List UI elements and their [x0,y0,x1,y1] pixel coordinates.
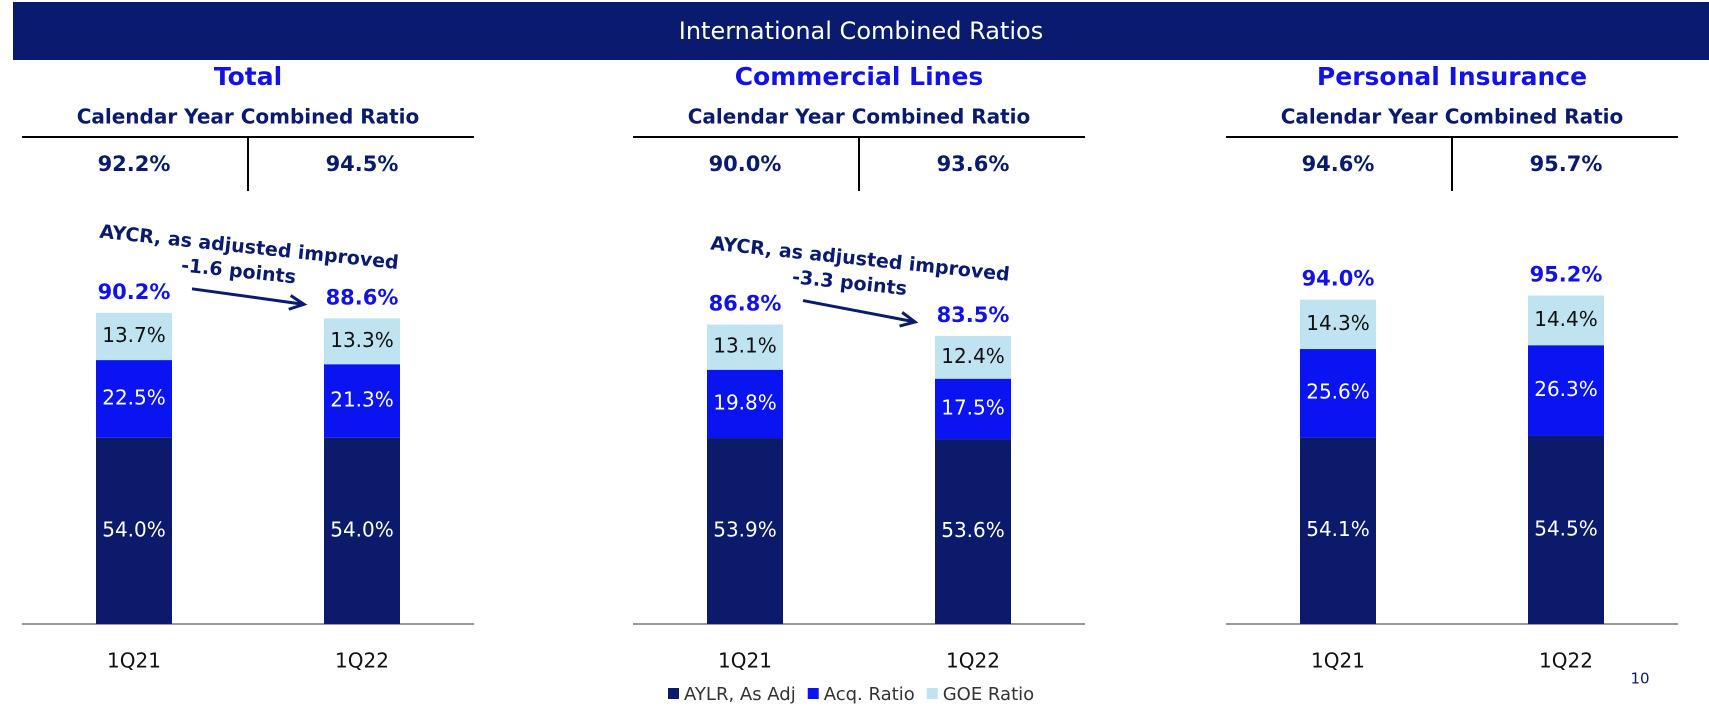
value-label: 21.3% [330,387,394,411]
bar-segment [1300,299,1376,350]
total-label: 95.2% [1530,263,1603,287]
legend-label: GOE Ratio [943,684,1034,705]
legend-swatch [668,688,679,699]
value-label: 14.3% [1306,311,1370,335]
value-label: 53.9% [713,518,777,542]
bar-segment [1300,437,1376,624]
bar-segment [324,318,400,365]
bar-segment [96,360,172,438]
chart-subtitle: Calendar Year Combined Ratio [77,105,420,129]
header-title: International Combined Ratios [679,17,1044,45]
x-tick-label: 1Q21 [1311,649,1365,673]
value-label: 13.3% [330,328,394,352]
value-label: 26.3% [1534,377,1598,401]
value-label: 12.4% [941,344,1005,368]
value-label: 54.0% [102,517,166,541]
arrow-head [899,311,919,328]
bar-segment [324,364,400,438]
bar-segment [707,324,783,370]
bar-segment [707,369,783,439]
value-label: 13.1% [713,334,777,358]
chart-subtitle: Calendar Year Combined Ratio [688,105,1031,129]
x-tick-label: 1Q22 [1539,649,1593,673]
x-tick-label: 1Q21 [107,649,161,673]
bar-segment [1528,295,1604,346]
bar-segment [935,335,1011,379]
calendar-year-ratio: 90.0% [709,152,782,176]
total-label: 88.6% [326,285,399,309]
value-label: 54.5% [1534,516,1598,540]
calendar-year-ratio: 95.7% [1530,152,1603,176]
bar-segment [96,312,172,361]
calendar-year-ratio: 94.5% [326,152,399,176]
arrow-shaft [802,299,916,324]
value-label: 54.1% [1306,517,1370,541]
chart-subtitle: Calendar Year Combined Ratio [1281,105,1624,129]
value-label: 14.4% [1534,307,1598,331]
chart-title: Personal Insurance [1317,62,1587,91]
value-label: 13.7% [102,323,166,347]
total-label: 90.2% [98,280,171,304]
bar-segment [1528,435,1604,624]
arrow-head [288,294,308,311]
value-label: 53.6% [941,518,1005,542]
legend-label: AYLR, As Adj [684,684,796,705]
legend-label: Acq. Ratio [824,684,915,705]
bar-segment [96,437,172,624]
x-tick-label: 1Q22 [946,649,1000,673]
header-bar [13,2,1709,60]
calendar-year-ratio: 93.6% [937,152,1010,176]
total-label: 94.0% [1302,267,1375,291]
x-tick-label: 1Q22 [335,649,389,673]
bar-segment [1528,345,1604,436]
chart-title: Total [214,62,282,91]
bar-segment [1300,349,1376,438]
total-label: 83.5% [937,303,1010,327]
total-label: 86.8% [709,292,782,316]
value-label: 22.5% [102,385,166,409]
legend-swatch [807,688,819,699]
value-label: 25.6% [1306,380,1370,404]
bar-segment [707,438,783,624]
bar-segment [935,439,1011,624]
arrow-shaft [191,287,305,306]
calendar-year-ratio: 92.2% [98,152,171,176]
value-label: 19.8% [713,390,777,414]
value-label: 54.0% [330,517,394,541]
x-tick-label: 1Q21 [718,649,772,673]
page-number: 10 [1630,670,1649,688]
legend-swatch [926,688,938,699]
chart-title: Commercial Lines [735,62,984,91]
bar-segment [935,378,1011,440]
calendar-year-ratio: 94.6% [1302,152,1375,176]
value-label: 17.5% [941,395,1005,419]
bar-segment [324,437,400,624]
